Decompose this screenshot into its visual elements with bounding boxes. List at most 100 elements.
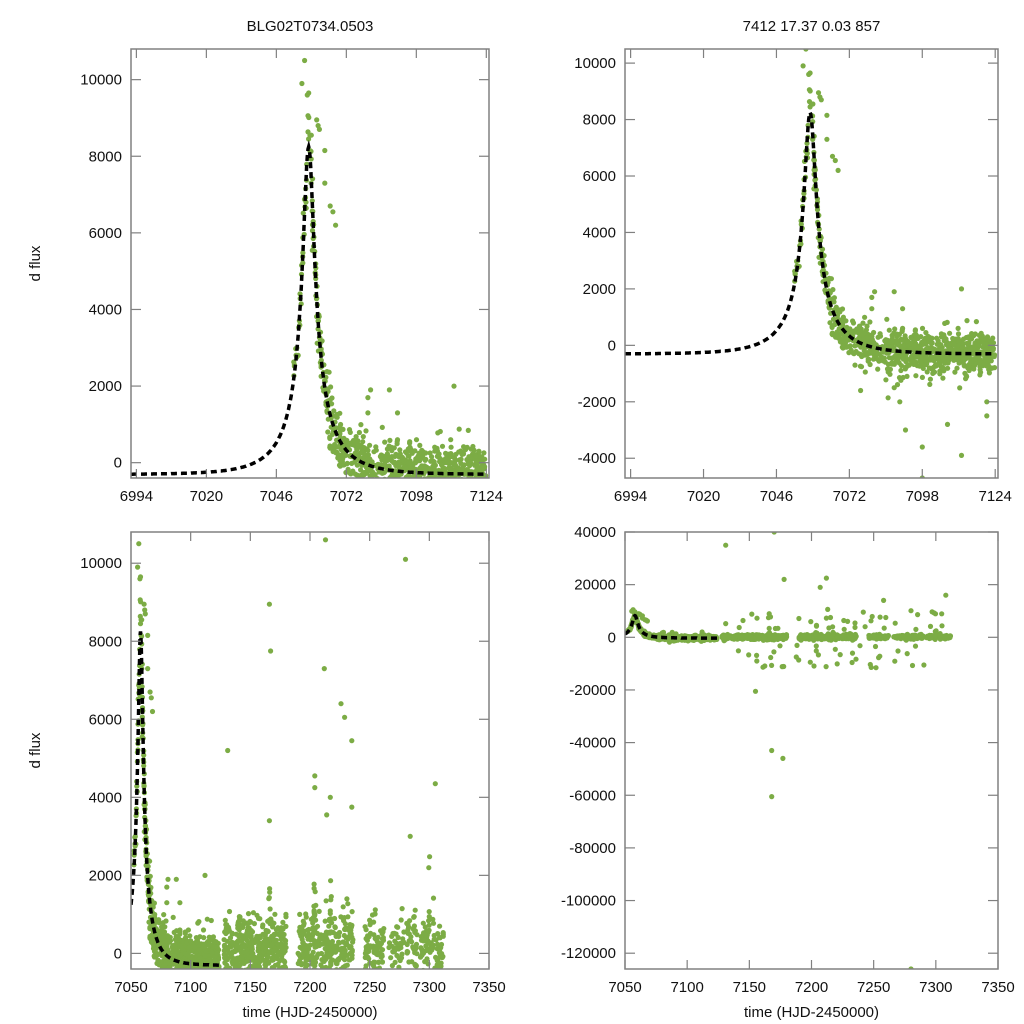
data-point [274,941,280,947]
data-point [346,440,352,446]
data-point [363,428,369,434]
data-point [272,962,278,968]
data-point [426,914,432,920]
data-point [660,629,667,635]
data-point [170,914,176,921]
data-point [940,365,947,371]
data-point [347,470,353,476]
y-axis-label: d flux [27,245,44,281]
data-point [686,635,692,641]
data-point [149,903,155,909]
data-point [975,342,981,348]
data-point [479,454,485,460]
data-point [299,80,305,87]
x-tick-label: 7150 [234,979,267,996]
data-point [378,452,384,458]
data-point [328,961,334,967]
data-point [474,467,480,473]
model-fit-curve [131,631,220,967]
data-point [342,714,348,720]
data-point [399,454,405,460]
data-point [829,153,836,159]
data-point [855,336,861,342]
data-point [204,916,210,922]
data-point [342,963,348,969]
data-point [390,949,396,955]
data-point [885,395,891,401]
data-point [202,872,208,879]
data-point [347,930,353,937]
data-point [437,456,443,462]
data-point [380,937,387,943]
data-point [156,961,162,967]
data-point [413,478,418,483]
data-point [426,865,432,871]
data-point [322,147,328,154]
data-point [401,929,407,935]
data-point [266,601,272,607]
data-point [947,330,953,336]
data-point [412,928,418,934]
data-point [398,917,404,923]
data-point [347,429,353,435]
data-point [935,355,941,361]
data-point [869,294,875,300]
data-point [237,914,243,920]
data-point [326,923,332,929]
data-point [309,931,315,938]
data-point [208,962,214,969]
data-point [282,941,288,947]
data-point [192,944,198,950]
data-point [311,938,317,944]
data-point [827,297,833,303]
data-point [266,896,272,902]
y-tick-label: 0 [114,945,122,962]
data-point [436,950,442,956]
data-point [170,943,176,949]
data-point [869,306,875,312]
data-point [327,908,333,914]
data-point [386,387,392,393]
data-point [411,914,417,920]
data-point [374,946,380,952]
data-point [206,941,212,948]
data-point [403,474,409,478]
data-point [800,63,806,69]
data-point [349,738,355,744]
data-point [837,339,844,345]
x-tick-label: 7250 [353,979,386,996]
data-point [824,112,830,118]
data-point [862,314,868,320]
x-tick-label: 7072 [833,488,866,505]
data-point [426,909,432,915]
data-point [332,915,338,922]
data-point [160,920,166,926]
data-point [437,478,442,483]
data-point [960,336,967,342]
data-point [961,357,967,363]
data-point [341,918,347,924]
data-point [280,919,286,926]
data-point [221,942,228,949]
data-point [903,364,909,370]
y-tick-label: 10000 [574,55,616,72]
chart-title: BLG02T0734.0503 [247,18,374,35]
data-point [467,459,473,465]
data-point [885,361,892,367]
data-point [195,938,201,945]
y-tick-label: 2000 [583,281,616,298]
data-point [201,944,207,950]
data-point [384,455,390,461]
data-point [177,927,183,933]
data-point [951,342,957,348]
data-point [453,451,459,457]
data-point [279,964,285,969]
data-point [336,929,343,936]
data-point [430,920,437,926]
data-points [625,532,954,969]
data-point [263,927,269,934]
data-point [883,377,889,383]
data-point [142,607,148,613]
data-point [271,937,277,943]
data-point [172,936,178,943]
